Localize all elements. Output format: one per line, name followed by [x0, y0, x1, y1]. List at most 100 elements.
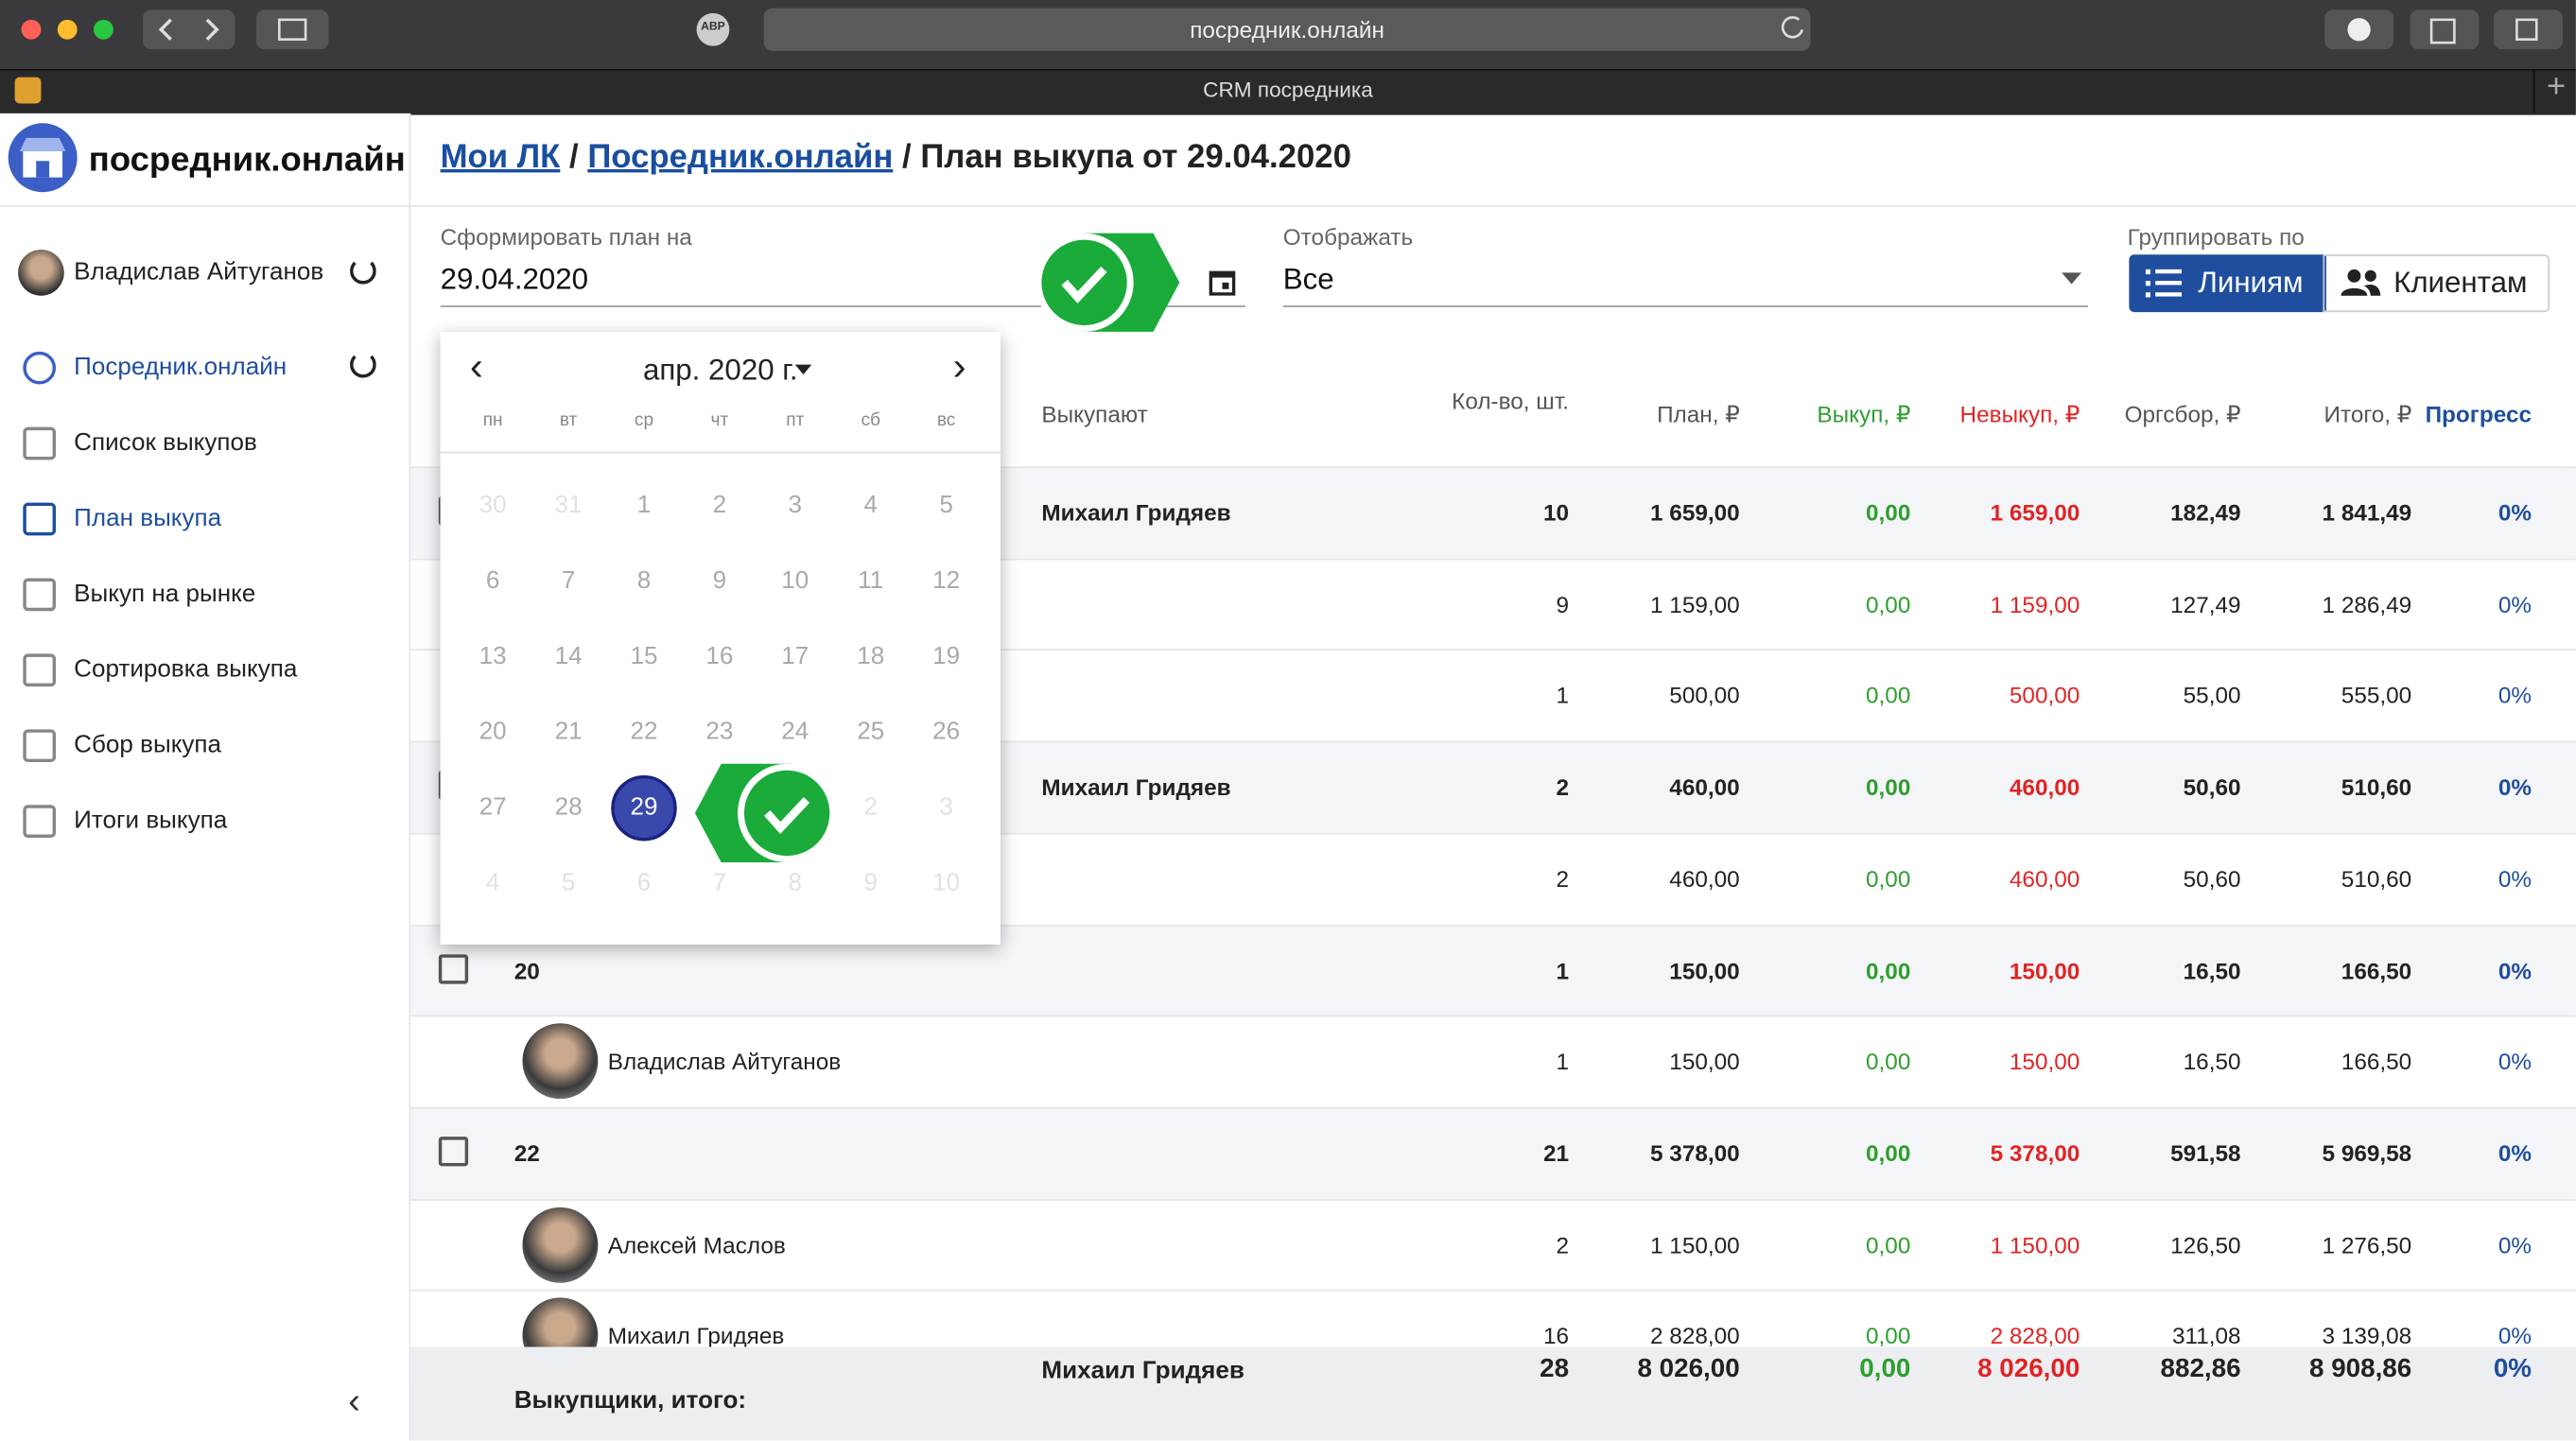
calendar-month[interactable]: апр. 2020 г.: [642, 353, 798, 387]
lines-icon: [2145, 269, 2183, 298]
power-icon[interactable]: [350, 257, 376, 285]
cell: 311,08: [2171, 1322, 2241, 1349]
menu-item[interactable]: Сортировка выкупа: [74, 655, 298, 684]
cell: 5 378,00: [1650, 1139, 1740, 1167]
breadcrumb-link[interactable]: Мои ЛК: [440, 139, 561, 176]
day[interactable]: 14: [554, 642, 583, 670]
day[interactable]: 31: [554, 491, 583, 519]
weekday: ср: [634, 410, 654, 431]
day[interactable]: 2: [863, 793, 878, 822]
day[interactable]: 8: [636, 566, 652, 595]
column-header: План, ₽: [1657, 400, 1740, 427]
cell: 10: [1542, 499, 1570, 526]
menu-item[interactable]: Посредник.онлайн: [74, 353, 287, 382]
menu-item[interactable]: План выкупа: [74, 504, 222, 532]
new-tab[interactable]: +: [2532, 68, 2576, 113]
display-select[interactable]: Все: [1282, 262, 1334, 296]
footer-label: Выкупщики, итого:: [513, 1386, 747, 1415]
cell: 16: [1542, 1322, 1570, 1349]
logo-text[interactable]: посредник.онлайн: [88, 141, 406, 180]
day[interactable]: 13: [479, 642, 507, 670]
day[interactable]: 2: [712, 491, 727, 519]
table-footer: [410, 1346, 2576, 1441]
day[interactable]: 10: [932, 868, 961, 897]
cell: 3 139,08: [2322, 1322, 2412, 1349]
day[interactable]: 9: [712, 566, 727, 595]
user-name: Владислав Айтуганов: [74, 257, 324, 286]
cell: 0,00: [1866, 590, 1911, 617]
day[interactable]: 4: [485, 868, 500, 897]
day[interactable]: 8: [788, 868, 803, 897]
calendar-next[interactable]: ›: [952, 344, 966, 390]
day[interactable]: 6: [485, 566, 500, 595]
cell: 460,00: [1669, 773, 1740, 801]
checkbox[interactable]: [438, 953, 469, 983]
day[interactable]: 19: [932, 642, 961, 670]
group-button-label[interactable]: Клиентам: [2393, 266, 2528, 300]
menu-item[interactable]: Выкуп на рынке: [74, 580, 256, 608]
column-header: Выкупают: [1041, 400, 1148, 427]
day[interactable]: 18: [857, 642, 885, 670]
tab-bar: [0, 68, 2576, 115]
cell: 0,00: [1866, 773, 1911, 801]
menu-item[interactable]: Итоги выкупа: [74, 806, 228, 835]
day[interactable]: 11: [858, 566, 884, 595]
cell: 150,00: [2009, 1048, 2080, 1075]
tab-icon: [14, 77, 42, 104]
day[interactable]: 20: [479, 718, 507, 746]
calendar-prev[interactable]: ‹: [469, 344, 483, 390]
buyer: Михаил Гридяев: [1041, 499, 1231, 526]
day[interactable]: 24: [781, 718, 809, 746]
day[interactable]: 10: [781, 566, 809, 595]
menu-item[interactable]: Сбор выкупа: [74, 731, 222, 759]
collapse[interactable]: ‹: [348, 1380, 361, 1421]
day[interactable]: 17: [781, 642, 809, 670]
tab-title[interactable]: CRM посредника: [1203, 77, 1373, 102]
day[interactable]: 5: [561, 868, 576, 897]
day[interactable]: 1: [636, 491, 652, 519]
day[interactable]: 26: [932, 718, 961, 746]
day[interactable]: 4: [863, 491, 878, 519]
day[interactable]: 27: [479, 793, 507, 822]
power-icon[interactable]: [350, 351, 376, 378]
day[interactable]: 3: [788, 491, 803, 519]
day[interactable]: 29: [630, 793, 658, 822]
day[interactable]: 21: [554, 718, 583, 746]
breadcrumb-link[interactable]: Посредник.онлайн: [587, 139, 894, 176]
cell: 500,00: [2009, 682, 2080, 709]
cell: 0,00: [1866, 1322, 1911, 1349]
day[interactable]: 5: [939, 491, 953, 519]
group-button[interactable]: [2323, 254, 2550, 313]
group-button-label[interactable]: Линиям: [2198, 266, 2304, 300]
day[interactable]: 23: [705, 718, 734, 746]
weekday: пн: [482, 410, 503, 431]
day[interactable]: 7: [712, 868, 727, 897]
menu-icon: [23, 426, 57, 460]
cell: 1: [1556, 1048, 1570, 1075]
day[interactable]: 3: [939, 793, 953, 822]
logo-icon: [8, 123, 78, 193]
cell: 50,60: [2183, 773, 2241, 801]
date-input[interactable]: 29.04.2020: [440, 262, 589, 296]
day[interactable]: 25: [857, 718, 885, 746]
day[interactable]: 16: [705, 642, 734, 670]
calendar-icon[interactable]: [1209, 268, 1236, 296]
url[interactable]: посредник.онлайн: [1190, 16, 1384, 43]
day[interactable]: 22: [630, 718, 658, 746]
footer-cell: 882,86: [2160, 1355, 2241, 1383]
day[interactable]: 6: [636, 868, 652, 897]
day[interactable]: 12: [932, 566, 961, 595]
cell: 150,00: [1669, 956, 1740, 983]
cell: 2 828,00: [1650, 1322, 1740, 1349]
day[interactable]: 30: [479, 491, 507, 519]
day[interactable]: 9: [863, 868, 878, 897]
day[interactable]: 15: [630, 642, 658, 670]
cell: 1 841,49: [2322, 499, 2412, 526]
date-label: Сформировать план на: [440, 223, 692, 251]
clients-icon: [2341, 269, 2381, 296]
adblock[interactable]: ABP: [701, 21, 725, 33]
checkbox[interactable]: [438, 1136, 469, 1167]
menu-item[interactable]: Список выкупов: [74, 428, 257, 457]
day[interactable]: 28: [554, 793, 583, 822]
day[interactable]: 7: [561, 566, 576, 595]
